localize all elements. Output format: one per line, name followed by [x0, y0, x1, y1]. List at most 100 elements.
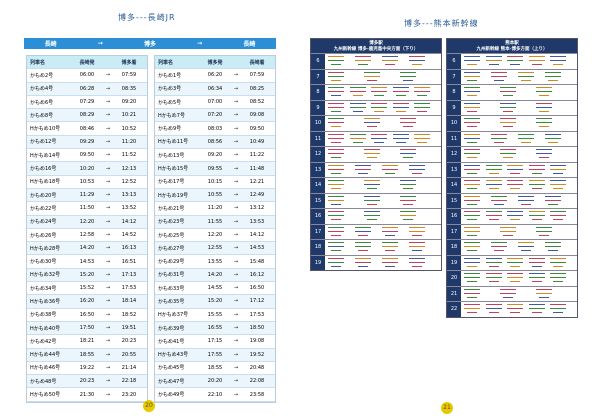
entry-mark: [485, 168, 502, 170]
entry-mark: [331, 219, 341, 221]
entry-mark: [545, 195, 561, 197]
entry-mark: [364, 122, 380, 124]
time: 08:29: [79, 112, 95, 119]
arrow: →: [233, 232, 239, 238]
arrow: →: [233, 325, 239, 332]
entry-mark: [491, 242, 507, 244]
hour-label: 6: [311, 54, 325, 69]
entry-mark: [550, 56, 567, 58]
table-row: かもめ9号 08:03 → 09:50: [155, 122, 275, 136]
entry-mark: [403, 79, 413, 81]
entry-mark: [374, 141, 385, 143]
entry-mark: [467, 203, 477, 205]
time: 09:20: [121, 99, 137, 106]
entry-mark: [491, 199, 507, 201]
entry-mark: [467, 265, 477, 267]
hour-label: 15: [311, 193, 325, 208]
entry-mark: [494, 250, 504, 252]
entry-mark: [400, 71, 416, 73]
time: 17:53: [249, 311, 265, 318]
timetable: 列車名 博多発 長崎着 かもめ1号 06:20 → 07:59 かもめ3号 06:34 → 08:2…: [154, 55, 276, 403]
entry-mark: [385, 64, 395, 66]
entry-mark: [464, 277, 480, 279]
entry-mark: [507, 211, 524, 213]
entry-mark: [355, 226, 371, 228]
entry-mark: [328, 106, 344, 108]
time: 10:49: [249, 138, 265, 145]
entry-mark: [464, 184, 480, 186]
entry-mark: [488, 265, 499, 267]
time: 09:20: [207, 152, 223, 159]
hour-label: 20: [447, 271, 461, 286]
train-name: Hかもめ15号: [158, 166, 189, 173]
train-name: かもめ26号: [30, 232, 57, 239]
time: 14:12: [121, 218, 137, 225]
entry-mark: [412, 64, 422, 66]
time: 10:52: [121, 125, 137, 132]
train-name: かもめ6号: [30, 99, 54, 106]
time: 23:58: [249, 391, 265, 398]
hour-row: 7: [311, 68, 441, 84]
time: 15:52: [79, 285, 95, 292]
entry-mark: [485, 164, 502, 166]
entry-mark: [488, 172, 499, 174]
time: 15:20: [207, 298, 223, 305]
entry-mark: [355, 246, 371, 248]
entry-mark: [464, 60, 480, 62]
entry-mark: [500, 106, 516, 108]
entry-mark: [467, 64, 477, 66]
time: 15:48: [249, 258, 265, 265]
time: 17:13: [121, 271, 137, 278]
entry-mark: [355, 230, 371, 232]
time: 17:12: [249, 298, 265, 305]
entry-mark: [464, 308, 480, 310]
hour-label: 12: [311, 147, 325, 162]
entry-mark: [528, 164, 545, 166]
entry-mark: [417, 141, 428, 143]
entry-mark: [382, 164, 398, 166]
entry-mark: [364, 215, 380, 217]
entry-mark: [364, 75, 380, 77]
hour-row: 15: [447, 192, 577, 209]
entry-mark: [464, 304, 480, 306]
entry-mark: [467, 141, 477, 143]
entry-mark: [328, 195, 344, 197]
table-row: かもめ5号 07:00 → 08:52: [155, 96, 275, 110]
hour-row: 21: [447, 285, 577, 301]
hour-cells: [461, 178, 577, 193]
title: 博多---長崎JR: [118, 13, 176, 22]
time: 10:53: [79, 178, 95, 185]
header-cell: 博多発: [207, 59, 223, 66]
entry-mark: [488, 219, 499, 221]
arrow: →: [233, 165, 239, 172]
hour-cells: [461, 194, 577, 209]
route-label: →: [97, 40, 103, 47]
entry-mark: [494, 79, 504, 81]
table-row: かもめ45号 18:55 → 20:48: [155, 362, 275, 376]
arrow: →: [233, 351, 239, 358]
hour-cells: [461, 163, 577, 178]
train-name: かもめ34号: [30, 285, 57, 292]
entry-mark: [500, 292, 516, 294]
time: 20:55: [121, 351, 137, 358]
entry-mark: [400, 184, 416, 186]
train-name: かもめ13号: [158, 152, 185, 159]
route-label: 博多: [143, 41, 156, 48]
train-name: Hかもめ19号: [158, 192, 189, 199]
hour-row: 10: [311, 115, 441, 131]
entry-mark: [331, 234, 341, 236]
hour-cells: [325, 178, 441, 193]
entry-mark: [403, 219, 413, 221]
entry-mark: [536, 102, 552, 104]
time: 11:29: [79, 192, 95, 199]
train-name: かもめ1号: [158, 72, 182, 79]
time: 20:23: [79, 378, 95, 385]
table-row: かもめ39号 16:55 → 18:50: [155, 321, 275, 336]
hour-row: 11: [311, 130, 441, 146]
entry-mark: [412, 265, 422, 267]
left-page: 博多---長崎JR 長崎 → 博多 → 長崎 列車名 長崎発 博多着 かもめ2号 06:00 → 0…: [24, 13, 276, 412]
arrow: →: [105, 72, 111, 79]
entry-mark: [409, 168, 425, 170]
entry-mark: [374, 110, 385, 112]
entry-mark: [464, 215, 480, 217]
